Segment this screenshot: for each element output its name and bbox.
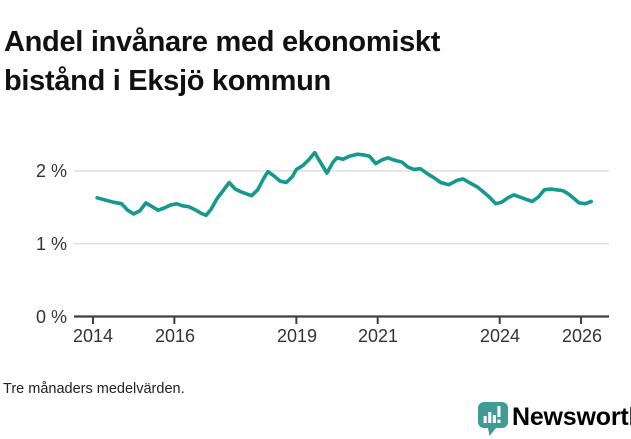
page-title-line2: bistånd i Eksjö kommun	[4, 64, 331, 97]
newsworthy-bar-chart-icon	[478, 402, 508, 436]
x-tick-label-2026: 2026	[561, 326, 603, 346]
x-tick-label-2014: 2014	[72, 326, 114, 346]
newsworthy-wordmark[interactable]: Newsworthy	[512, 403, 631, 431]
y-tick-label-1pct: 1 %	[35, 234, 67, 254]
y-tick-label-2pct: 2 %	[35, 161, 67, 181]
line-chart-plot	[74, 150, 609, 324]
data-line	[95, 150, 594, 218]
x-tick-label-2021: 2021	[357, 326, 399, 346]
page-title: Andel invånare med ekonomiskt bistånd i …	[4, 23, 624, 100]
newsworthy-logo[interactable]: Newsworthy	[477, 401, 631, 437]
y-tick-label-0pct: 0 %	[35, 307, 67, 327]
x-tick-label-2016: 2016	[154, 326, 196, 346]
footnote: Tre månaders medelvärden.	[3, 381, 185, 397]
x-tick-label-2024: 2024	[479, 326, 521, 346]
page-title-line1: Andel invånare med ekonomiskt	[4, 26, 441, 59]
x-tick-label-2019: 2019	[276, 326, 318, 346]
